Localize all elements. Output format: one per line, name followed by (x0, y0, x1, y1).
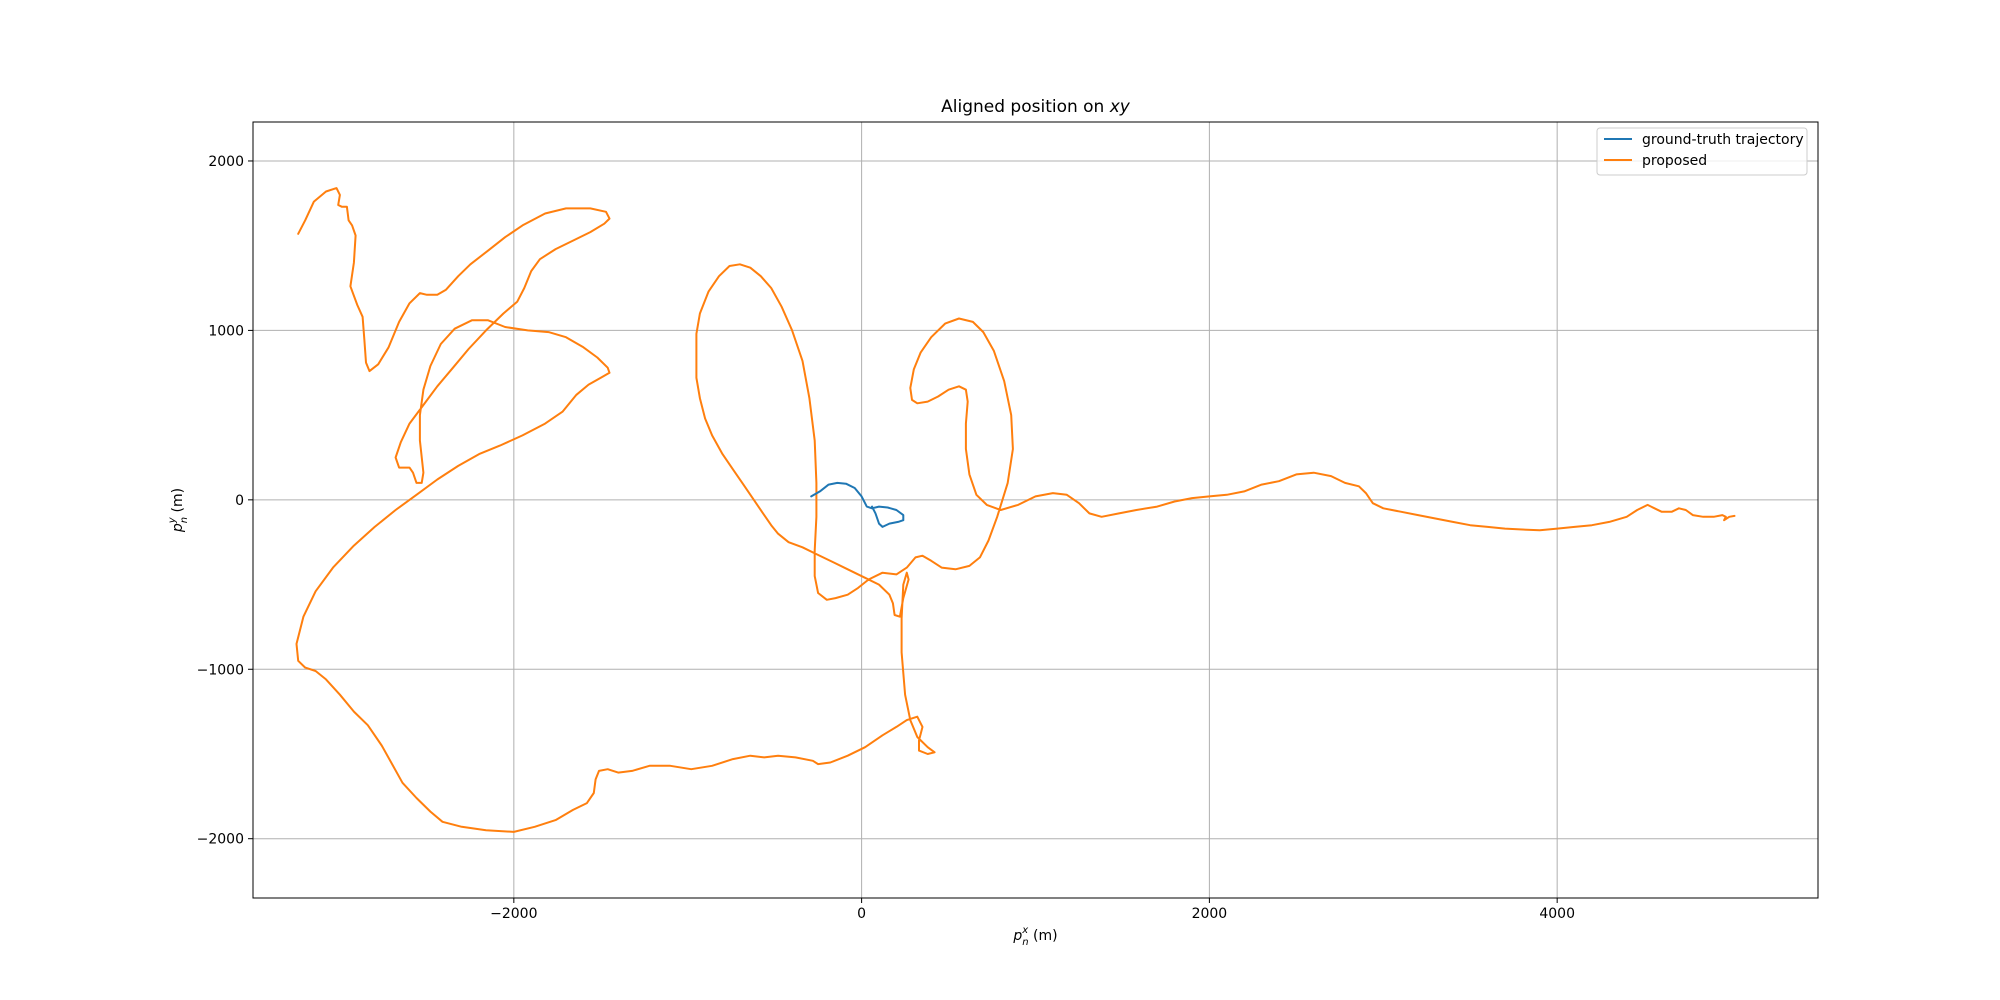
series-line-proposed (295, 187, 1736, 833)
x-tick-label: −2000 (490, 906, 537, 922)
x-tick-label: 4000 (1539, 906, 1575, 922)
x-tick-label: 2000 (1192, 906, 1228, 922)
y-tick-label: 1000 (208, 323, 244, 339)
series-layer (295, 187, 1736, 833)
legend-label-ground-truth: ground-truth trajectory (1642, 132, 1804, 148)
plot-frame (252, 121, 1819, 899)
y-tick-label: −2000 (197, 832, 244, 848)
x-axis-label: px n (m) (1012, 925, 1057, 948)
tick-marks: −2000 0 2000 4000 −2000 −1000 0 1000 2000 (197, 154, 1575, 922)
y-tick-label: 0 (235, 493, 244, 509)
x-tick-label: 0 (857, 906, 866, 922)
y-axis-label: pyn (m) (167, 488, 190, 533)
y-tick-label: −1000 (197, 662, 244, 678)
y-tick-label: 2000 (208, 154, 244, 170)
grid-lines (253, 122, 1818, 898)
legend-box (1596, 127, 1808, 176)
chart-title: Aligned position on xy (941, 97, 1131, 117)
legend-label-proposed: proposed (1642, 153, 1707, 169)
legend: ground-truth trajectory proposed (1596, 127, 1808, 176)
series-line-ground-truth-trajectory (810, 481, 905, 528)
